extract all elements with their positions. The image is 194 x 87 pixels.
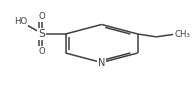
Text: O: O (38, 12, 45, 21)
Text: O: O (38, 47, 45, 56)
Text: N: N (98, 58, 105, 68)
Text: S: S (38, 29, 45, 39)
Text: CH₃: CH₃ (175, 30, 191, 39)
Text: HO: HO (14, 17, 28, 26)
